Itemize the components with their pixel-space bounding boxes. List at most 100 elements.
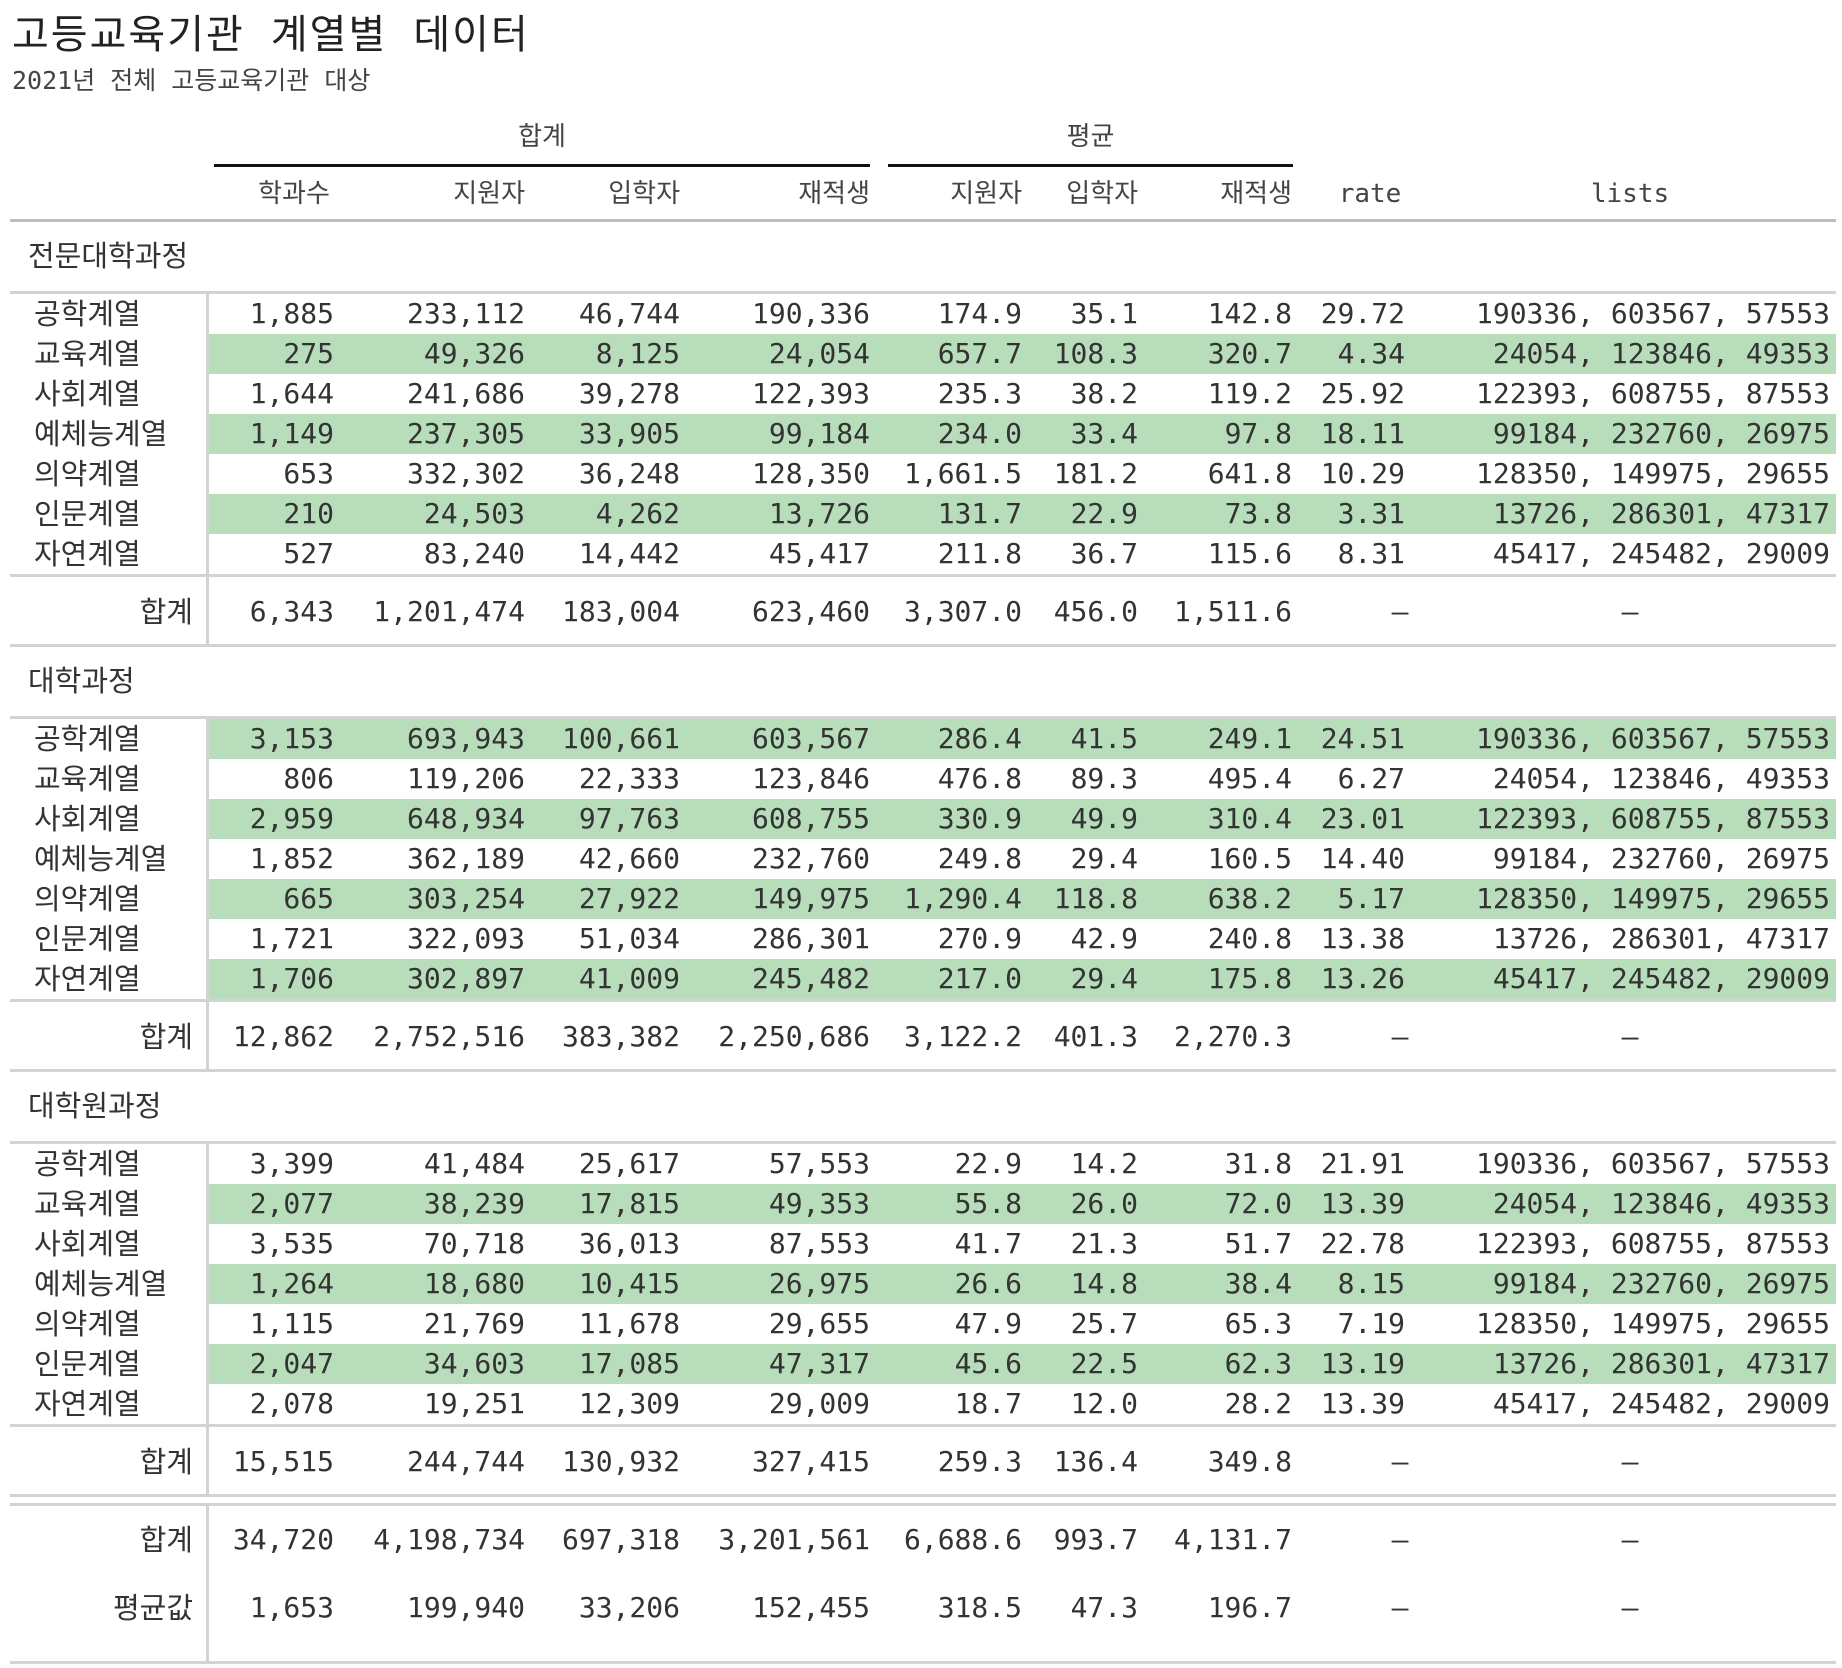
table-row: 자연계열 527 83,240 14,442 45,417 211.8 36.7 115.6 8… xyxy=(0,534,1842,574)
table-cell: 33,206 xyxy=(578,1591,680,1624)
spanner-rule xyxy=(214,164,870,167)
table-row: 사회계열 3,535 70,718 36,013 87,553 41.7 21.3 51.7 2… xyxy=(0,1224,1842,1264)
table-cell: 249.8 xyxy=(937,842,1022,875)
table-cell: 33,905 xyxy=(578,417,680,450)
table-cell: 1,661.5 xyxy=(903,457,1022,490)
table-cell: 286.4 xyxy=(937,722,1022,755)
table-cell: 45417, 245482, 29009 xyxy=(1492,1387,1830,1420)
table-cell: 122393, 608755, 87553 xyxy=(1475,802,1830,835)
table-cell: 22,333 xyxy=(578,762,680,795)
table-cell: 235.3 xyxy=(937,377,1022,410)
table-cell: 6.27 xyxy=(1337,762,1405,795)
table-cell: 1,852 xyxy=(249,842,334,875)
table-cell: 638.2 xyxy=(1207,882,1292,915)
table-cell: 1,511.6 xyxy=(1173,595,1292,628)
summary-row: 합계 6,343 1,201,474 183,004 623,460 3,307.0 456… xyxy=(0,577,1842,644)
table-row: 의약계열 1,115 21,769 11,678 29,655 47.9 25.7 65.3 7… xyxy=(0,1304,1842,1344)
table-cell: 19,251 xyxy=(423,1387,525,1420)
table-cell: 657.7 xyxy=(937,337,1022,370)
table-cell: 24.51 xyxy=(1320,722,1405,755)
table-cell: 3,307.0 xyxy=(903,595,1022,628)
table-cell: 210 xyxy=(283,497,334,530)
row-highlight xyxy=(209,1264,1836,1304)
table-cell: 29.4 xyxy=(1070,962,1138,995)
table-cell: 641.8 xyxy=(1207,457,1292,490)
row-highlight xyxy=(209,1184,1836,1224)
table-cell: — xyxy=(1391,595,1409,628)
table-cell: 122393, 608755, 87553 xyxy=(1475,377,1830,410)
table-cell: 648,934 xyxy=(406,802,525,835)
divider xyxy=(10,1141,1836,1144)
table-cell: 623,460 xyxy=(751,595,870,628)
table-cell: 38.2 xyxy=(1070,377,1138,410)
table-cell: 806 xyxy=(283,762,334,795)
table-cell: 41,484 xyxy=(423,1147,525,1180)
table-cell: 4,262 xyxy=(595,497,680,530)
table-cell: 99184, 232760, 26975 xyxy=(1492,417,1830,450)
table-title: 고등교육기관 계열별 데이터 xyxy=(12,12,530,58)
table-cell: 10.29 xyxy=(1320,457,1405,490)
table-cell: 245,482 xyxy=(751,962,870,995)
table-cell: 237,305 xyxy=(406,417,525,450)
table-cell: 87,553 xyxy=(768,1227,870,1260)
table-cell: 122,393 xyxy=(751,377,870,410)
table-cell: 13726, 286301, 47317 xyxy=(1492,922,1830,955)
table-cell: 45,417 xyxy=(768,537,870,570)
table-cell: 17,085 xyxy=(578,1347,680,1380)
table-row: 예체능계열 1,852 362,189 42,660 232,760 249.8 29.4 1… xyxy=(0,839,1842,879)
table-cell: 2,270.3 xyxy=(1173,1020,1292,1053)
table-cell: 240.8 xyxy=(1207,922,1292,955)
divider xyxy=(10,1069,1836,1072)
table-cell: 24054, 123846, 49353 xyxy=(1492,1187,1830,1220)
row-label: 사회계열 xyxy=(34,1227,141,1261)
table-cell: 108.3 xyxy=(1053,337,1138,370)
grand-summary-row: 합계 34,720 4,198,734 697,318 3,201,561 6,688.6… xyxy=(0,1506,1842,1574)
table-cell: 183,004 xyxy=(561,595,680,628)
table-cell: 322,093 xyxy=(406,922,525,955)
table-cell: 12.0 xyxy=(1070,1387,1138,1420)
table-cell: 1,885 xyxy=(249,297,334,330)
table-cell: 89.3 xyxy=(1070,762,1138,795)
spanner-label: 평균 xyxy=(1066,122,1115,152)
table-cell: 318.5 xyxy=(937,1591,1022,1624)
table-cell: 14.40 xyxy=(1320,842,1405,875)
spanner-rule xyxy=(888,164,1293,167)
divider xyxy=(10,1661,1836,1664)
table-cell: 476.8 xyxy=(937,762,1022,795)
table-cell: 302,897 xyxy=(406,962,525,995)
table-cell: 18.11 xyxy=(1320,417,1405,450)
summary-row: 합계 15,515 244,744 130,932 327,415 259.3 136.4 3… xyxy=(0,1427,1842,1494)
row-label: 평균값 xyxy=(112,1591,193,1625)
table-cell: 31.8 xyxy=(1224,1147,1292,1180)
table-cell: — xyxy=(1621,1591,1639,1624)
table-cell: 286,301 xyxy=(751,922,870,955)
table-cell: 217.0 xyxy=(937,962,1022,995)
table-cell: 29.4 xyxy=(1070,842,1138,875)
table-cell: 57,553 xyxy=(768,1147,870,1180)
table-cell: 12,309 xyxy=(578,1387,680,1420)
table-cell: 55.8 xyxy=(954,1187,1022,1220)
row-highlight xyxy=(209,334,1836,374)
table-cell: 122393, 608755, 87553 xyxy=(1475,1227,1830,1260)
row-label: 자연계열 xyxy=(34,1387,141,1421)
row-label: 합계 xyxy=(139,1523,193,1557)
column-header: 입학자 xyxy=(1066,179,1138,209)
column-header: 지원자 xyxy=(950,179,1022,209)
table-cell: 3,153 xyxy=(249,722,334,755)
table-cell: 152,455 xyxy=(751,1591,870,1624)
row-highlight xyxy=(209,719,1836,759)
table-cell: 349.8 xyxy=(1207,1445,1292,1478)
row-label: 합계 xyxy=(139,595,193,629)
row-label: 예체능계열 xyxy=(34,842,168,876)
table-cell: 118.8 xyxy=(1053,882,1138,915)
table-cell: 45417, 245482, 29009 xyxy=(1492,537,1830,570)
table-cell: 130,932 xyxy=(561,1445,680,1478)
table-cell: 1,644 xyxy=(249,377,334,410)
table-cell: 1,115 xyxy=(249,1307,334,1340)
table-cell: 1,201,474 xyxy=(373,595,525,628)
table-cell: 190336, 603567, 57553 xyxy=(1475,297,1830,330)
table-cell: 3,122.2 xyxy=(903,1020,1022,1053)
table-cell: 3.31 xyxy=(1337,497,1405,530)
table-cell: 249.1 xyxy=(1207,722,1292,755)
row-label: 합계 xyxy=(139,1445,193,1479)
